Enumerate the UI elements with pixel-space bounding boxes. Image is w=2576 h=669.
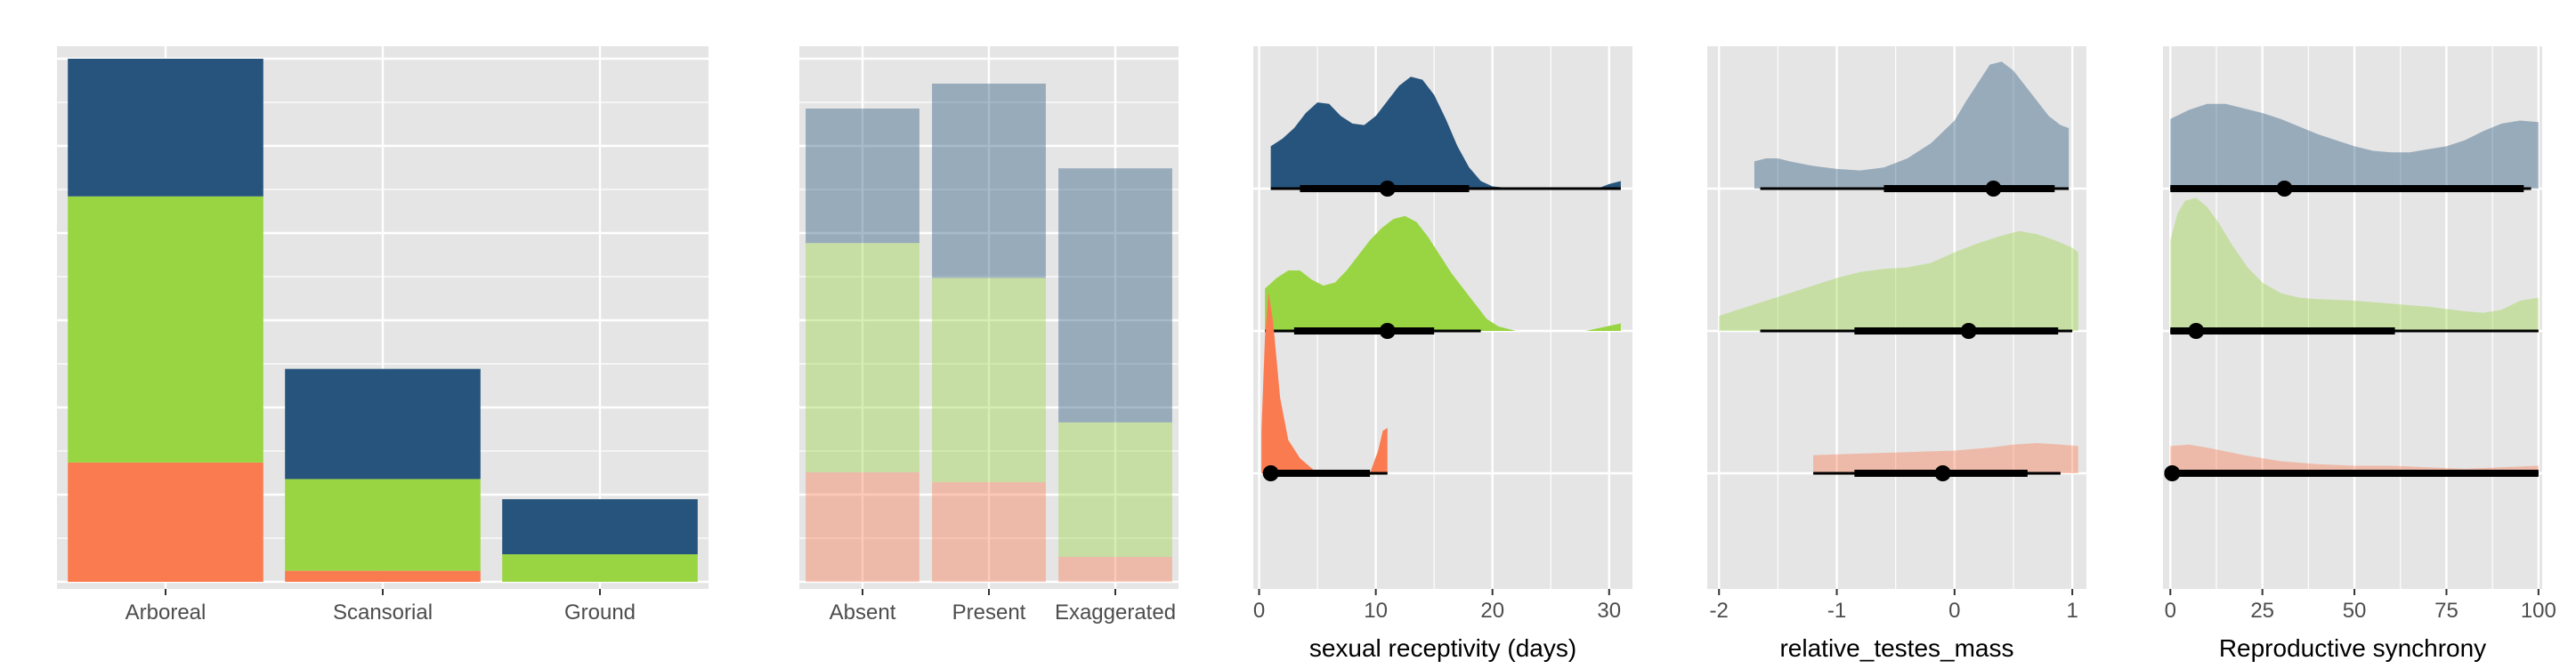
bar-exaggerated-segment-2 — [1058, 422, 1172, 557]
median-point-row-2 — [2188, 323, 2205, 339]
density-row-3 — [1261, 292, 1388, 473]
bar-scansorial-segment-3 — [285, 368, 481, 480]
panel-background-4 — [1707, 46, 2086, 589]
bar-absent-segment-2 — [806, 243, 919, 472]
median-point-row-3 — [1262, 465, 1279, 481]
median-point-row-2 — [1379, 323, 1396, 339]
x-tick-label-scansorial: Scansorial — [333, 600, 433, 625]
density-chart-5: 0 25 50 75 100 Reproductive synchrony — [2163, 46, 2556, 662]
bar-chart-1: Arboreal Scansorial Ground — [57, 46, 709, 625]
x-axis-title: sexual receptivity (days) — [1309, 634, 1576, 662]
density-row-2 — [1719, 230, 2078, 331]
median-point-row-1 — [1379, 181, 1396, 197]
x-tick-label: 75 — [2434, 599, 2459, 623]
x-tick-label: 100 — [2521, 599, 2556, 623]
bar-arboreal-segment-2 — [68, 196, 263, 463]
density-row-1 — [1270, 77, 1621, 189]
x-tick-label: 50 — [2343, 599, 2367, 623]
x-axis-title: relative_testes_mass — [1779, 634, 2013, 662]
x-tick-label: 25 — [2250, 599, 2274, 623]
bar-exaggerated-segment-1 — [1058, 557, 1172, 582]
x-tick-label: 0 — [1253, 599, 1265, 623]
density-row-1 — [2170, 103, 2539, 189]
bar-exaggerated-segment-3 — [1058, 168, 1172, 423]
x-tick-label: 1 — [2066, 599, 2078, 623]
x-tick-label: 0 — [2165, 599, 2176, 623]
x-tick-label-arboreal: Arboreal — [126, 600, 207, 625]
x-tick-label: 0 — [1948, 599, 1960, 623]
x-axis-title: Reproductive synchrony — [2219, 634, 2486, 662]
bar-present-segment-3 — [932, 84, 1046, 278]
panel-background-5 — [2163, 46, 2542, 589]
x-tick-label-exaggerated: Exaggerated — [1055, 600, 1176, 625]
bar-present-segment-1 — [932, 482, 1046, 582]
median-point-row-1 — [1985, 181, 2002, 197]
density-row-3 — [2170, 444, 2539, 473]
x-tick-label-present: Present — [952, 600, 1026, 625]
bar-arboreal-segment-3 — [68, 59, 263, 197]
density-chart-3: 0 10 20 30 sexual receptivity (days) — [1253, 46, 1632, 662]
median-point-row-1 — [2276, 181, 2293, 197]
bar-chart-2: Absent Present Exaggerated — [799, 46, 1179, 625]
x-tick-label: 10 — [1364, 599, 1388, 623]
bar-arboreal-segment-1 — [68, 462, 263, 582]
bar-scansorial-segment-1 — [285, 570, 481, 582]
density-chart-4: -2 -1 0 1 relative_testes_mass — [1707, 46, 2086, 662]
density-row-2 — [1265, 215, 1621, 331]
x-tick-label: 30 — [1597, 599, 1621, 623]
density-row-2 — [2170, 197, 2539, 331]
bar-absent-segment-3 — [806, 109, 919, 244]
x-tick-label: 20 — [1480, 599, 1504, 623]
x-tick-label-absent: Absent — [830, 600, 896, 625]
bar-scansorial-segment-2 — [285, 479, 481, 571]
bar-ground-segment-2 — [502, 554, 698, 582]
median-point-row-3 — [1934, 465, 1951, 481]
bar-present-segment-2 — [932, 278, 1046, 482]
density-row-3 — [1813, 443, 2078, 473]
x-tick-label: -2 — [1710, 599, 1729, 623]
bar-absent-segment-1 — [806, 472, 919, 582]
x-tick-label: -1 — [1827, 599, 1846, 623]
bar-ground-segment-3 — [502, 499, 698, 555]
density-row-1 — [1754, 61, 2070, 189]
median-point-row-3 — [2164, 465, 2181, 481]
x-tick-label-ground: Ground — [564, 600, 636, 625]
median-point-row-2 — [1960, 323, 1977, 339]
